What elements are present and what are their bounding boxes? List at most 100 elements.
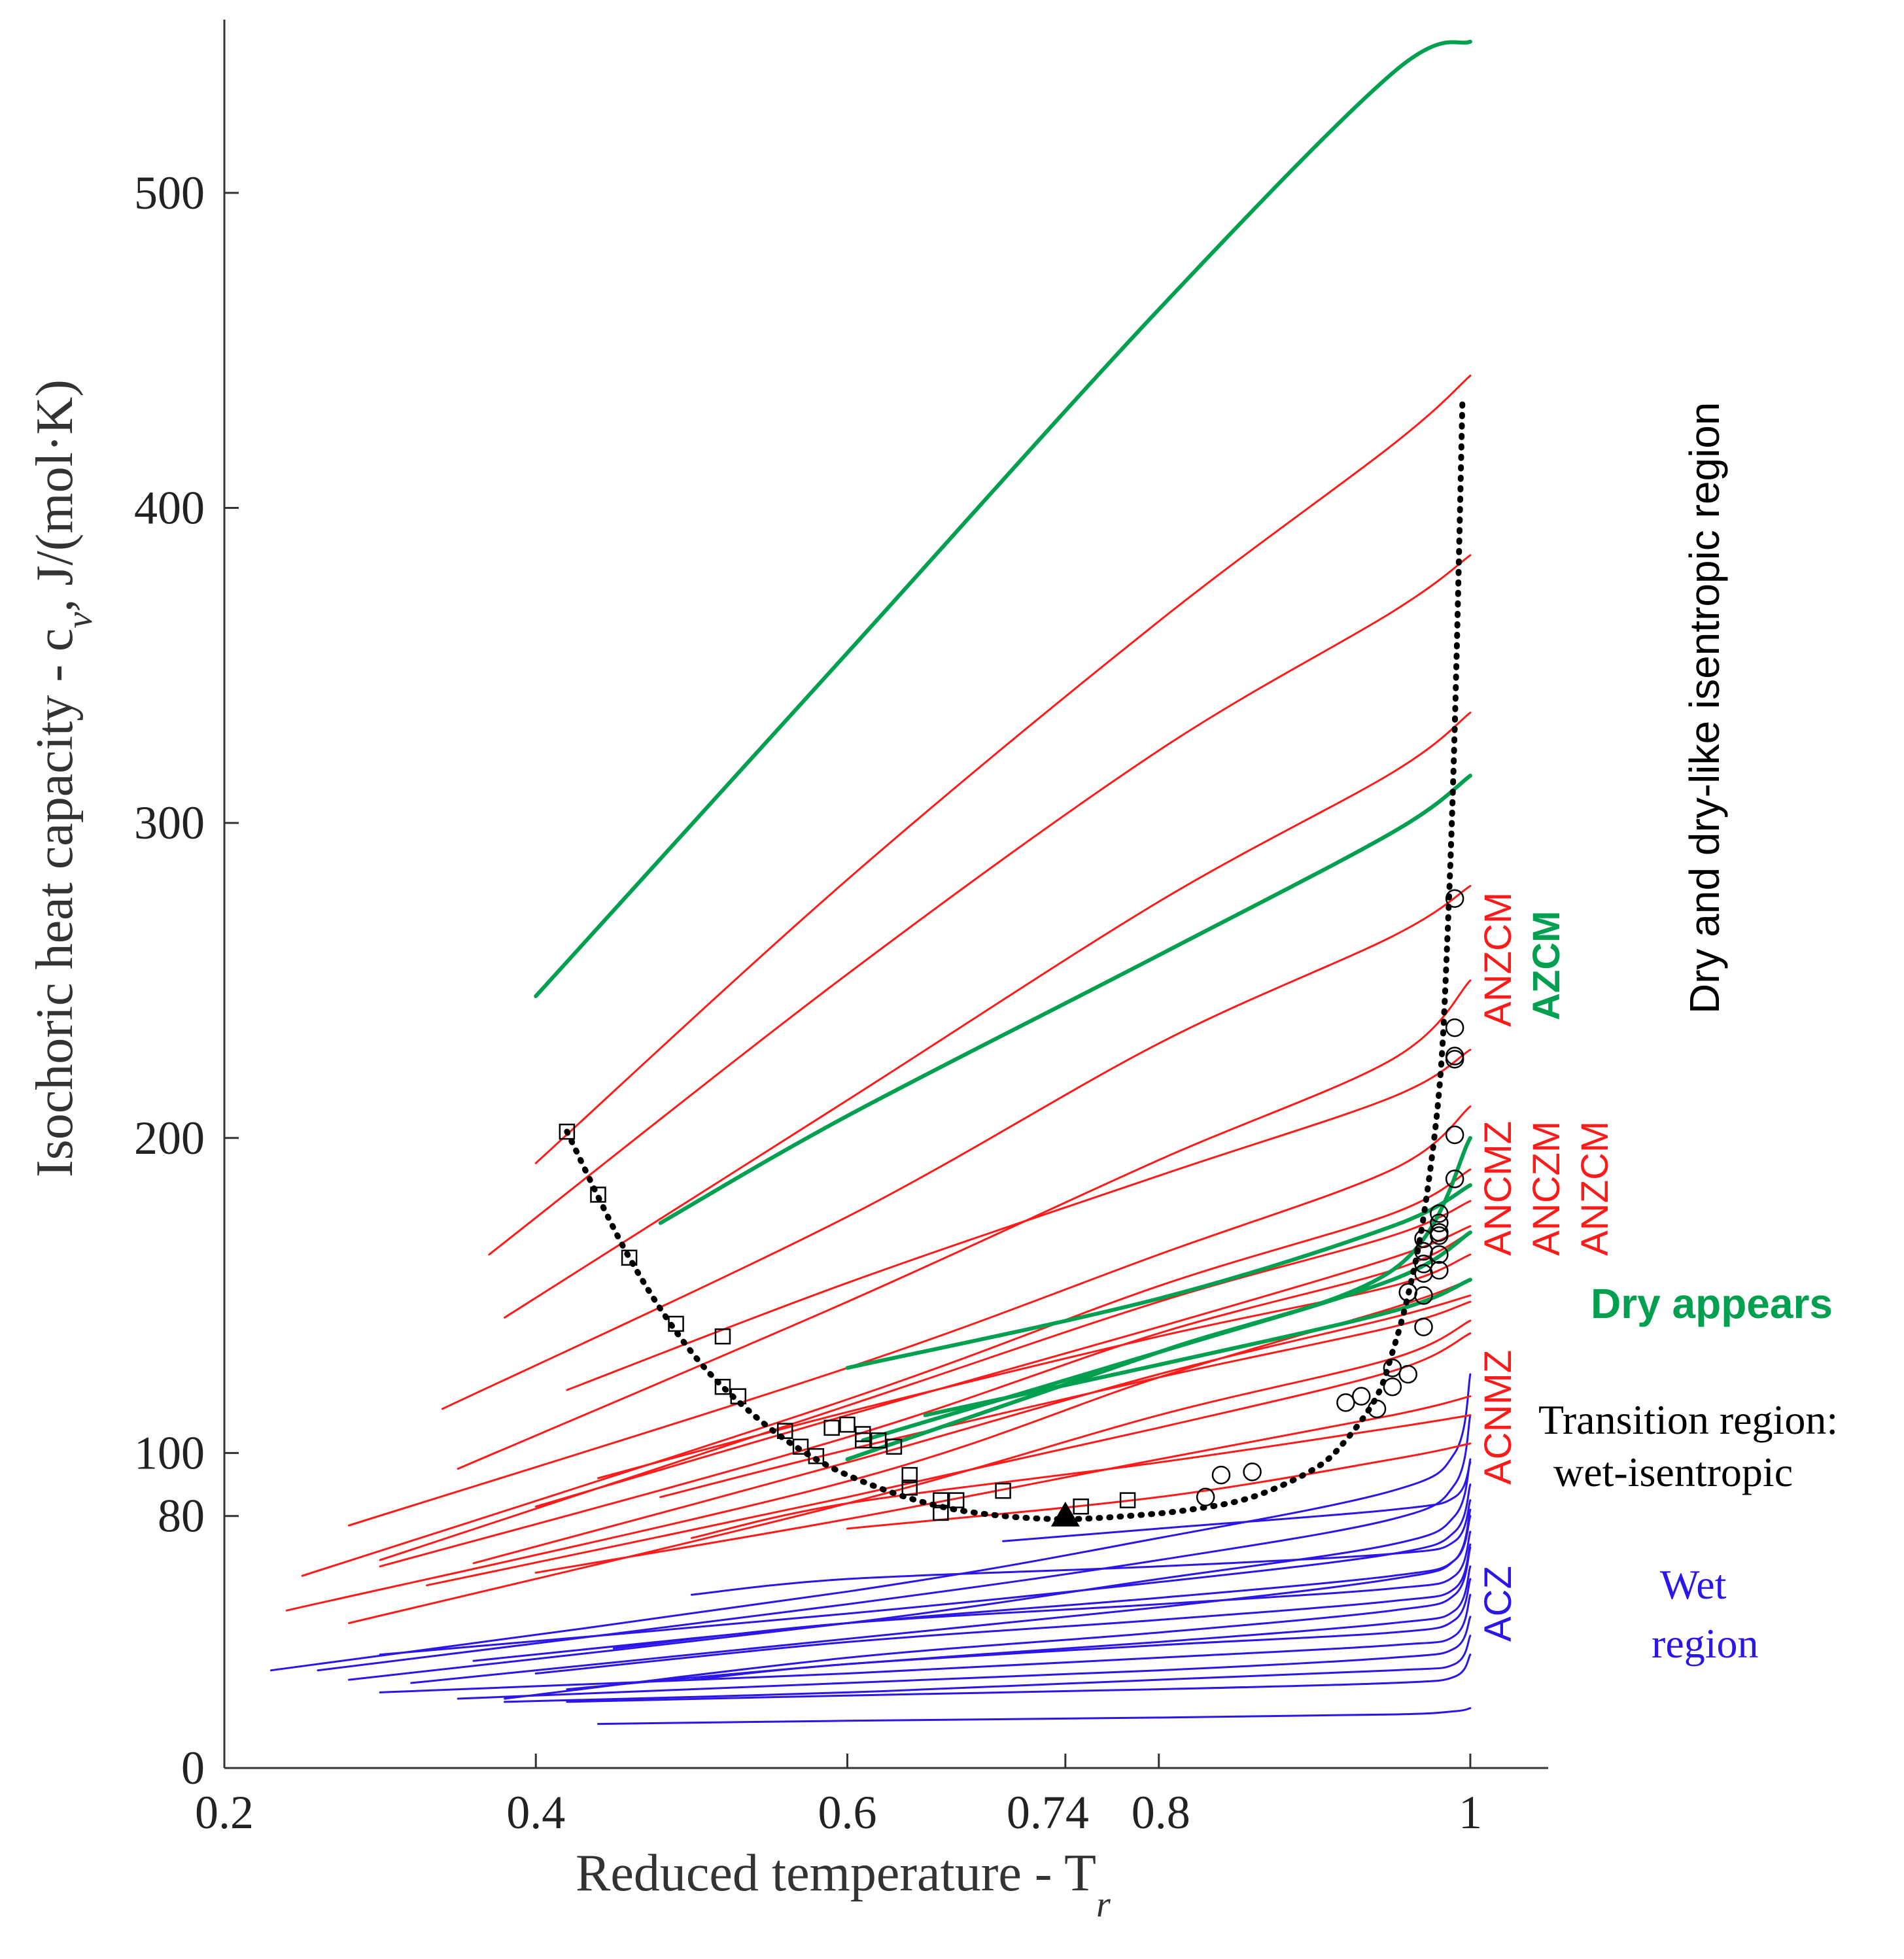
family-label-acz: ACZ [1477,1566,1519,1642]
x-tick-label: 0.2 [195,1786,254,1839]
boundary-circle-marker [1414,1286,1433,1305]
axes [223,20,1548,1769]
boundary-square-marker [730,1388,747,1404]
series-line-trans-3 [504,712,1472,1319]
series-line-wet-16 [597,1707,1472,1725]
series-line-trans-5 [457,979,1472,1470]
series-line-dry-2 [658,773,1472,1225]
boundary-square-marker [855,1432,871,1449]
series-line-trans-12 [597,1253,1472,1480]
boundary-square-marker [792,1438,809,1455]
boundary-circle-marker [1430,1222,1449,1242]
series-line-wet-17 [690,1499,1472,1596]
series-line-wet-11 [690,1578,1472,1681]
boundary-square-marker [901,1480,918,1496]
family-label-anzcm-2: ANZCM [1574,1121,1616,1256]
boundary-circle-marker [1430,1245,1449,1264]
boundary-square-marker [808,1448,825,1465]
series-line-trans-1 [534,374,1472,1164]
boundary-square-marker [933,1492,949,1508]
boundary-circle-marker [1398,1364,1417,1384]
boundary-circle-marker [1430,1260,1449,1280]
boundary-circle-marker [1445,1125,1464,1145]
region-label-transition-2: wet-isentropic [1553,1449,1793,1495]
series-line-wet-18 [1002,1461,1472,1542]
boundary-circle-marker [1243,1463,1262,1482]
boundary-circle-marker [1383,1377,1402,1396]
family-label-azcm: AZCM [1525,910,1568,1020]
x-axis-title: Reduced temperature - Tr [576,1845,1111,1925]
boundary-square-marker [590,1187,606,1203]
series-line-wet-15 [566,1654,1472,1703]
y-tick-label: 300 [134,797,205,849]
series-line-wet-4 [379,1483,1472,1656]
x-tick-label: 1 [1459,1786,1482,1839]
series-line-trans-6 [566,1049,1472,1391]
y-tick-label: 0 [181,1742,205,1794]
boundary-square-marker [823,1419,840,1436]
boundary-circle-marker [1367,1399,1387,1419]
boundary-circle-marker [1383,1359,1402,1378]
family-label-acnmz: ACNMZ [1477,1350,1519,1485]
boundary-circle-marker [1336,1393,1355,1412]
y-axis-sub: v [60,612,100,628]
series-line-trans-2 [488,554,1472,1256]
series-line-trans-8 [301,1168,1472,1577]
family-label-ancmz: ANCMZ [1477,1121,1519,1256]
boundary-circle-marker [1445,889,1464,908]
series-line-dry-3 [845,1183,1472,1370]
boundary-square-marker [1119,1492,1136,1508]
region-label-transition-1: Transition region: [1538,1396,1838,1443]
region-label-dry: Dry and dry-like isentropic region [1681,402,1728,1014]
series-line-wet-13 [457,1616,1472,1700]
series-line-trans-20 [846,1442,1472,1530]
boundary-square-marker [714,1328,731,1345]
boundary-circle-marker [1352,1387,1371,1406]
series-line-wet-3 [348,1458,1472,1681]
region-label-wet-2: region [1652,1620,1759,1667]
y-tick-label: 200 [134,1112,205,1164]
series-line-wet-10 [612,1531,1472,1650]
boundary-square-marker [933,1504,949,1521]
family-label-anzcm-1: ANZCM [1477,892,1519,1027]
boundary-circle-marker [1445,1018,1464,1037]
boundary-dotted-curve [564,394,1466,1523]
x-tick-label: 0.74 [1007,1786,1089,1839]
y-tick-label: 500 [134,167,205,219]
boundary-circle-marker [1445,1170,1464,1188]
boundary-square-marker [621,1249,638,1266]
x-tick-label: 0.6 [818,1786,876,1839]
series-line-wet-14 [504,1635,1472,1703]
boundary-square-marker [886,1438,903,1455]
boundary-circle-marker [1445,1047,1464,1066]
y-tick-label: 100 [134,1427,205,1479]
boundary-square-marker [776,1423,793,1439]
series-line-trans-7 [348,1105,1472,1527]
boundary-circle-marker [1211,1465,1231,1485]
boundary-circle-marker [1196,1487,1215,1507]
tick-marks: 0.2 0.4 0.6 0.74 0.8 1 0 80 100 200 300 400 500 [134,167,1482,1839]
series-line-trans-19 [690,1414,1472,1539]
y-axis-title: Isochoric heat capacity - cv, J/(mol·K) [26,379,100,1177]
series-line-wet-7 [504,1546,1472,1700]
y-tick-label: 80 [158,1490,205,1542]
boundary-circle-marker [1430,1204,1449,1223]
boundary-circle-marker [1430,1213,1449,1233]
series-line-trans-10 [534,1225,1472,1508]
x-tick-label: 0.8 [1132,1786,1190,1839]
series-line-trans-17 [426,1332,1472,1587]
series-line-trans-15 [659,1300,1472,1499]
boundary-square-marker [559,1123,576,1140]
series-line-trans-4 [441,885,1472,1410]
series-line-wet-9 [566,1565,1472,1691]
series-line-wet-8 [534,1543,1472,1674]
series-line-trans-13 [285,1279,1472,1612]
series-line-dry-6 [923,1277,1472,1417]
boundary-square-marker [668,1315,684,1332]
x-axis-sub: r [1096,1884,1111,1925]
minimum-triangle-marker [1050,1501,1080,1527]
boundary-circle-marker [1414,1255,1433,1274]
boundary-square-marker [714,1378,731,1395]
boundary-square-marker [995,1482,1011,1499]
